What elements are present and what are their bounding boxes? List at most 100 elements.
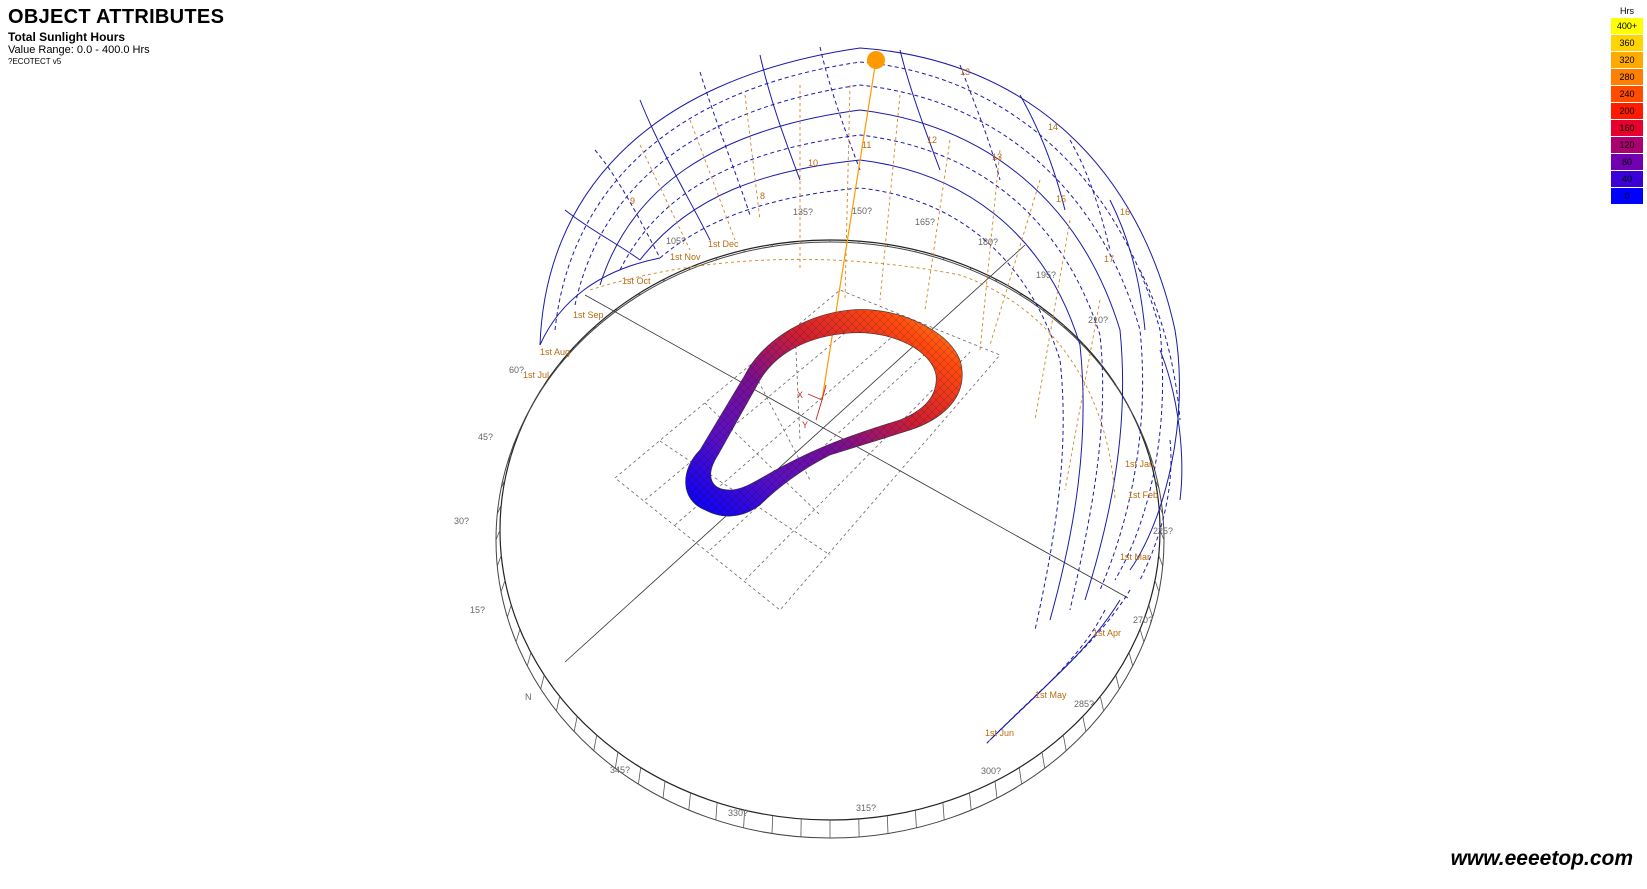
hour-label: 17	[1104, 254, 1114, 264]
month-label: 1st Jul	[523, 370, 549, 380]
ring-tick	[1041, 307, 1046, 312]
ring-tick	[507, 454, 512, 464]
month-label: 1st May	[1035, 690, 1067, 700]
legend-item: 200	[1611, 103, 1643, 120]
ring-tick	[500, 580, 506, 592]
ring-tick	[496, 504, 502, 515]
ring-tick	[1082, 716, 1087, 732]
ring-tick	[915, 810, 917, 828]
color-scale-legend: Hrs 400+ 360 320 280 240 200 160 120 80 40 0	[1611, 4, 1643, 205]
azimuth-label: 180?	[978, 237, 998, 247]
value-range-label: Value Range: 0.0 - 400.0 Hrs	[8, 44, 150, 56]
hour-label: 14	[1048, 122, 1058, 132]
azimuth-label: 195?	[1036, 270, 1056, 280]
month-label: 1st Jun	[985, 728, 1014, 738]
ring-tick	[507, 604, 512, 618]
legend-item: 120	[1611, 137, 1643, 154]
local-axes-icon: X Y	[797, 384, 827, 430]
sun-path-dome	[539, 46, 1183, 746]
ring-tick	[743, 810, 745, 828]
header-subtitle: Total Sunlight Hours	[8, 30, 126, 44]
ring-tick	[969, 266, 972, 271]
ring-tick	[688, 266, 691, 271]
hour-labels: 10 11 12 13 13 14 15 16 17 8 9	[630, 67, 1130, 264]
object-attributes-header: OBJECT ATTRIBUTES Total Sunlight Hours V…	[8, 6, 224, 67]
ring-tick	[1159, 529, 1165, 541]
analysis-surface[interactable]	[685, 309, 963, 517]
month-label: 1st Dec	[708, 239, 739, 249]
ring-tick	[573, 343, 578, 349]
legend-item: 0	[1611, 188, 1643, 205]
legend-item: 240	[1611, 86, 1643, 103]
ring-tick	[942, 802, 945, 821]
month-label: 1st Aug	[540, 347, 570, 357]
month-label: 1st Mar	[1120, 552, 1150, 562]
azimuth-label: 15?	[470, 605, 485, 615]
azimuth-label: 345?	[610, 765, 630, 775]
sun-ray	[821, 51, 885, 401]
ring-tick	[994, 278, 998, 283]
azimuth-label: 210?	[1088, 315, 1108, 325]
hour-label: 11	[862, 140, 871, 150]
ring-tick	[1158, 555, 1164, 567]
hour-label: 16	[1120, 207, 1130, 217]
ring-tick	[994, 781, 998, 799]
azimuth-label: 315?	[856, 803, 876, 813]
ring-tick	[1139, 430, 1145, 439]
azimuth-label: 150?	[852, 206, 872, 216]
ring-tick	[743, 249, 745, 253]
ring-tick	[1128, 652, 1134, 667]
azimuth-label: 105?	[666, 236, 686, 246]
ring-tick	[1018, 292, 1022, 297]
ring-tick	[573, 716, 578, 732]
ring-tick	[886, 244, 889, 247]
legend-item: 280	[1611, 69, 1643, 86]
compass-axes	[564, 244, 1129, 663]
ring-tick	[1018, 767, 1022, 785]
azimuth-label: 30?	[454, 516, 469, 526]
legend-item: 400+	[1611, 18, 1643, 35]
header-title: OBJECT ATTRIBUTES	[8, 6, 225, 28]
ring-tick	[915, 249, 917, 253]
ring-tick	[614, 752, 619, 769]
ring-tick	[1062, 324, 1067, 330]
axis-y-label: Y	[802, 420, 808, 430]
azimuth-label: 285?	[1074, 699, 1094, 709]
ring-tick	[614, 307, 619, 312]
ring-tick	[515, 430, 521, 439]
month-label: 1st Nov	[670, 252, 701, 262]
sun-icon[interactable]	[867, 51, 885, 69]
ring-tick	[1139, 629, 1145, 643]
analemma-lines	[589, 84, 1116, 501]
ring-tick	[495, 529, 501, 541]
ring-tick	[526, 407, 532, 415]
azimuth-label: 225?	[1153, 526, 1173, 536]
ring-tick	[1082, 343, 1087, 349]
ring-tick	[496, 555, 502, 567]
hour-label: 9	[630, 196, 635, 206]
ring-tick	[593, 324, 598, 330]
month-label: 1st Oct	[622, 276, 651, 286]
ring-tick	[1148, 604, 1153, 618]
ring-tick	[969, 792, 972, 811]
hour-label: 8	[760, 191, 765, 201]
ring-tick	[662, 781, 666, 799]
ring-tick	[540, 384, 545, 392]
ring-tick	[662, 278, 666, 283]
hour-label: 12	[927, 135, 937, 145]
azimuth-labels: 135? 150? 165? 180? 195? 210? 225? 270? …	[454, 206, 1173, 818]
ring-tick	[1041, 752, 1046, 769]
watermark-text: www.eeeetop.com	[1450, 847, 1633, 870]
ring-tick	[688, 792, 691, 811]
ring-tick	[1154, 479, 1160, 489]
ring-tick	[771, 244, 774, 247]
ring-tick	[556, 363, 561, 370]
version-label: ?ECOTECT v5	[8, 57, 62, 66]
ring-tick	[526, 652, 532, 667]
ring-tick	[540, 674, 545, 690]
ring-tick	[771, 815, 774, 834]
ring-tick	[1128, 407, 1134, 415]
ring-tick	[638, 767, 642, 785]
azimuth-label: 45?	[478, 432, 493, 442]
